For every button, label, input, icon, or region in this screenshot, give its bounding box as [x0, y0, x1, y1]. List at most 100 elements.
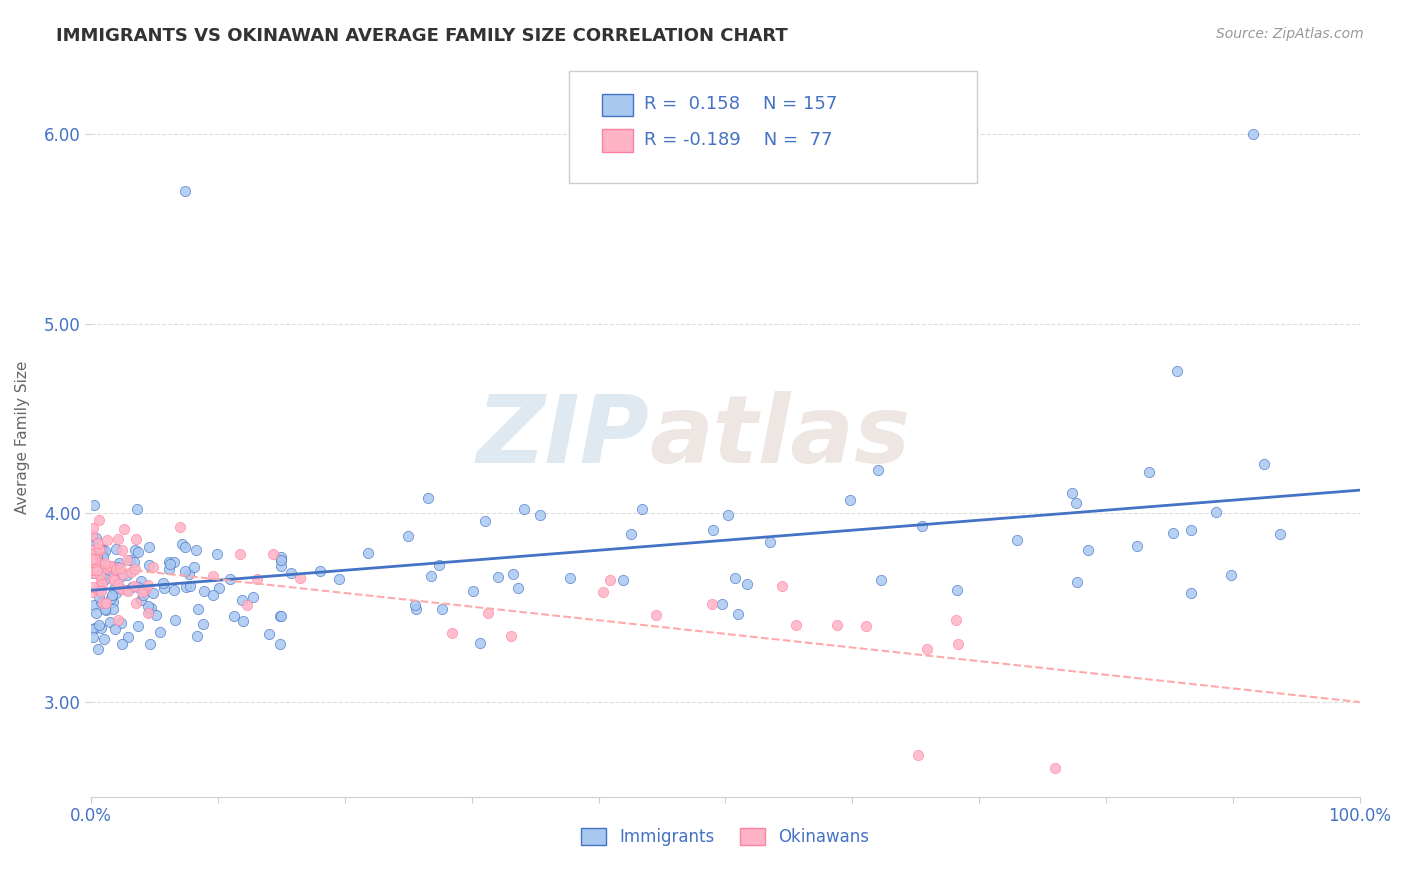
- Point: [141, 600, 163, 615]
- Point: [127, 619, 149, 633]
- Point: [82, 585, 104, 599]
- Point: [866, 463, 889, 477]
- Point: [138, 606, 160, 620]
- Point: [157, 562, 180, 576]
- Point: [108, 556, 131, 570]
- Point: [138, 604, 160, 618]
- Text: atlas: atlas: [650, 391, 911, 483]
- Point: [93, 632, 115, 646]
- Point: [770, 579, 793, 593]
- Point: [157, 555, 180, 569]
- Point: [107, 613, 129, 627]
- Point: [96, 533, 118, 547]
- Point: [127, 580, 149, 594]
- Point: [139, 636, 162, 650]
- Point: [153, 581, 176, 595]
- Point: [163, 613, 186, 627]
- Point: [288, 571, 311, 585]
- Point: [87, 513, 110, 527]
- Point: [430, 602, 453, 616]
- Point: [82, 551, 104, 566]
- Point: [270, 549, 292, 564]
- Point: [1126, 540, 1149, 554]
- Point: [105, 562, 128, 576]
- Point: [94, 543, 117, 558]
- Point: [111, 582, 134, 597]
- Point: [82, 623, 104, 637]
- Point: [558, 570, 581, 584]
- Text: R =  0.158    N = 157: R = 0.158 N = 157: [644, 95, 838, 113]
- Point: [86, 562, 108, 576]
- Point: [84, 621, 107, 635]
- Point: [870, 573, 893, 587]
- Point: [136, 599, 159, 613]
- Point: [529, 508, 551, 522]
- Point: [599, 573, 621, 587]
- Point: [917, 642, 939, 657]
- Point: [124, 555, 146, 569]
- Point: [82, 528, 104, 542]
- Point: [89, 568, 111, 582]
- Point: [84, 554, 107, 568]
- Point: [280, 566, 302, 581]
- Point: [441, 625, 464, 640]
- Point: [136, 577, 159, 591]
- Point: [96, 596, 118, 610]
- Point: [269, 609, 291, 624]
- Point: [115, 582, 138, 597]
- Point: [127, 545, 149, 559]
- Point: [101, 602, 124, 616]
- Point: [142, 560, 165, 574]
- Point: [100, 591, 122, 605]
- Point: [115, 567, 138, 582]
- Point: [645, 607, 668, 622]
- Point: [89, 590, 111, 604]
- Point: [474, 514, 496, 528]
- Point: [83, 551, 105, 566]
- Point: [82, 521, 104, 535]
- Point: [82, 630, 104, 644]
- Point: [242, 590, 264, 604]
- Point: [187, 602, 209, 616]
- Point: [169, 520, 191, 534]
- Point: [94, 602, 117, 616]
- Point: [193, 583, 215, 598]
- Point: [96, 602, 118, 616]
- Point: [839, 493, 862, 508]
- Point: [82, 563, 104, 577]
- Point: [163, 582, 186, 597]
- Point: [149, 625, 172, 640]
- Point: [84, 543, 107, 558]
- Point: [1253, 457, 1275, 471]
- Point: [1180, 524, 1202, 538]
- Point: [131, 584, 153, 599]
- Point: [711, 598, 734, 612]
- Point: [142, 585, 165, 599]
- Point: [83, 498, 105, 512]
- Point: [1219, 568, 1241, 582]
- Point: [270, 558, 292, 573]
- Point: [90, 621, 112, 635]
- Point: [461, 584, 484, 599]
- Point: [93, 568, 115, 582]
- Point: [91, 542, 114, 557]
- Point: [98, 558, 121, 573]
- Point: [328, 572, 350, 586]
- Point: [112, 567, 135, 582]
- Point: [911, 519, 934, 533]
- Point: [105, 559, 128, 574]
- Point: [93, 558, 115, 573]
- Point: [82, 555, 104, 569]
- Point: [1060, 486, 1083, 500]
- Point: [468, 636, 491, 650]
- Point: [269, 637, 291, 651]
- Point: [1066, 575, 1088, 590]
- Point: [170, 536, 193, 550]
- Point: [825, 618, 848, 632]
- Point: [207, 548, 229, 562]
- Point: [231, 593, 253, 607]
- Point: [735, 576, 758, 591]
- Point: [87, 536, 110, 550]
- Point: [717, 508, 740, 522]
- Point: [759, 535, 782, 549]
